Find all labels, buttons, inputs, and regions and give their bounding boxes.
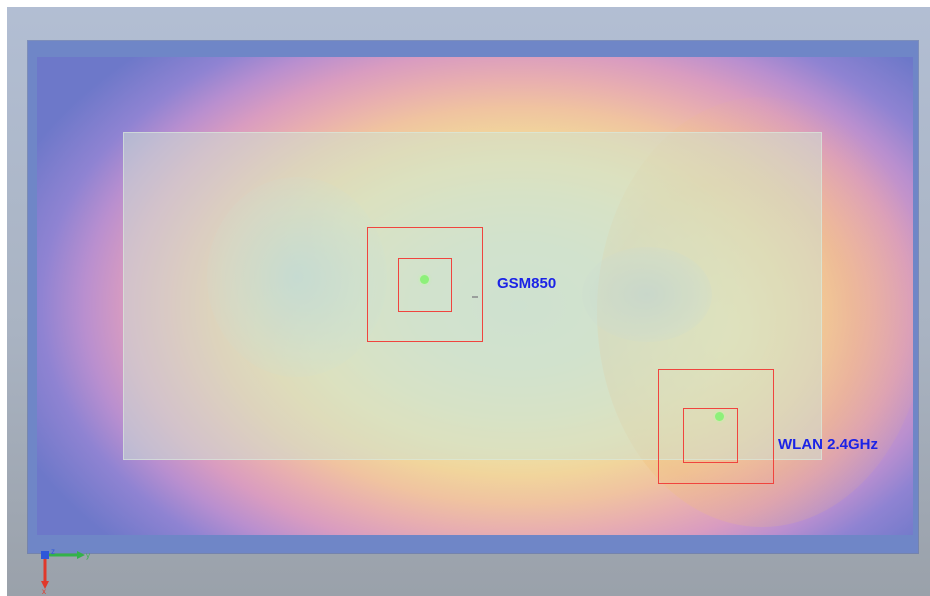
gsm850-zoom-scan-box xyxy=(398,258,452,312)
axis-x-label: x xyxy=(42,587,46,595)
wlan-area-scan-box xyxy=(658,369,774,484)
cursor-tick xyxy=(472,296,478,298)
wlan-peak-point xyxy=(715,412,724,421)
gsm850-area-scan-box xyxy=(367,227,483,342)
gsm850-label: GSM850 xyxy=(497,275,557,292)
axis-z-label: z xyxy=(51,547,55,556)
wlan-label: WLAN 2.4GHz xyxy=(778,436,879,453)
axis-triad-icon: z y x xyxy=(41,547,90,595)
axis-y-label: y xyxy=(86,551,90,560)
3d-viewport[interactable]: GSM850 WLAN 2.4GHz z y x xyxy=(7,7,930,596)
gsm850-peak-point xyxy=(420,275,429,284)
wlan-zoom-scan-box xyxy=(683,408,738,463)
